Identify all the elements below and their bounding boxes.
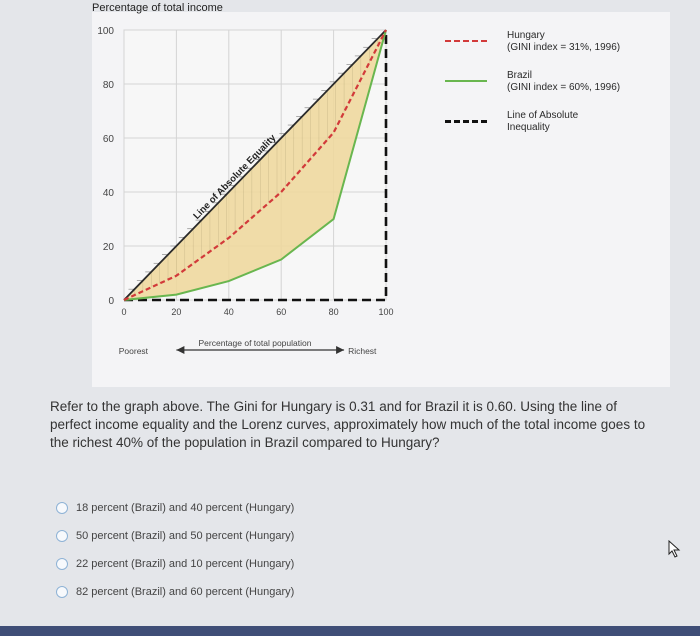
answer-option[interactable]: 18 percent (Brazil) and 40 percent (Hung… [56, 494, 294, 522]
richest-label: Richest [348, 346, 377, 356]
option-label: 18 percent (Brazil) and 40 percent (Hung… [76, 502, 295, 514]
radio-icon[interactable] [56, 530, 68, 542]
poorest-label: Poorest [119, 346, 149, 356]
option-label: 22 percent (Brazil) and 10 percent (Hung… [76, 558, 295, 570]
legend-label: Hungary [507, 30, 545, 41]
y-tick-label: 80 [103, 80, 115, 91]
x-tick-label: 40 [224, 307, 234, 317]
radio-icon[interactable] [56, 502, 68, 514]
right-arrow-icon [336, 346, 345, 354]
series-line-brazil [123, 29, 387, 301]
series-line-hungary [123, 29, 387, 301]
answer-options: 18 percent (Brazil) and 40 percent (Hung… [56, 494, 294, 606]
series-line-absolute-inequality [124, 30, 388, 302]
y-tick-label: 100 [97, 26, 114, 37]
legend-swatch-hungary [445, 40, 487, 42]
legend-item-hungary: Hungary (GINI index = 31%, 1996) [445, 30, 685, 70]
mouse-cursor-icon [668, 540, 681, 558]
y-tick-label: 0 [108, 296, 114, 307]
legend-item-brazil: Brazil (GINI index = 60%, 1996) [445, 70, 685, 110]
legend-label: Brazil [507, 70, 533, 81]
legend-label: Line of Absolute [507, 110, 579, 121]
legend: Hungary (GINI index = 31%, 1996) Brazil … [445, 30, 685, 150]
y-axis-title: Percentage of total income [92, 2, 223, 14]
bottom-bar [0, 626, 700, 636]
question-text: Refer to the graph above. The Gini for H… [50, 399, 646, 450]
series-line-absolute-equality [123, 29, 387, 301]
answer-option[interactable]: 22 percent (Brazil) and 10 percent (Hung… [56, 550, 294, 578]
option-label: 50 percent (Brazil) and 50 percent (Hung… [76, 530, 295, 542]
x-tick-label: 20 [171, 307, 181, 317]
x-tick-label: 80 [329, 307, 339, 317]
x-axis-title: Percentage of total population [199, 338, 312, 348]
legend-item-inequality: Line of Absolute Inequality [445, 110, 685, 150]
legend-sublabel: (GINI index = 60%, 1996) [507, 82, 621, 93]
legend-sublabel: (GINI index = 31%, 1996) [507, 42, 621, 53]
legend-swatch-inequality [445, 120, 487, 123]
y-tick-label: 20 [103, 242, 115, 253]
left-arrow-icon [176, 346, 185, 354]
x-tick-label: 0 [121, 307, 126, 317]
radio-icon[interactable] [56, 586, 68, 598]
radio-icon[interactable] [56, 558, 68, 570]
answer-option[interactable]: 82 percent (Brazil) and 60 percent (Hung… [56, 578, 294, 606]
y-tick-label: 60 [103, 134, 115, 145]
x-tick-label: 60 [276, 307, 286, 317]
answer-option[interactable]: 50 percent (Brazil) and 50 percent (Hung… [56, 522, 294, 550]
legend-swatch-brazil [445, 80, 487, 82]
legend-sublabel: Inequality [507, 122, 550, 133]
option-label: 82 percent (Brazil) and 60 percent (Hung… [76, 586, 295, 598]
y-tick-label: 40 [103, 188, 115, 199]
x-tick-label: 100 [378, 307, 393, 317]
